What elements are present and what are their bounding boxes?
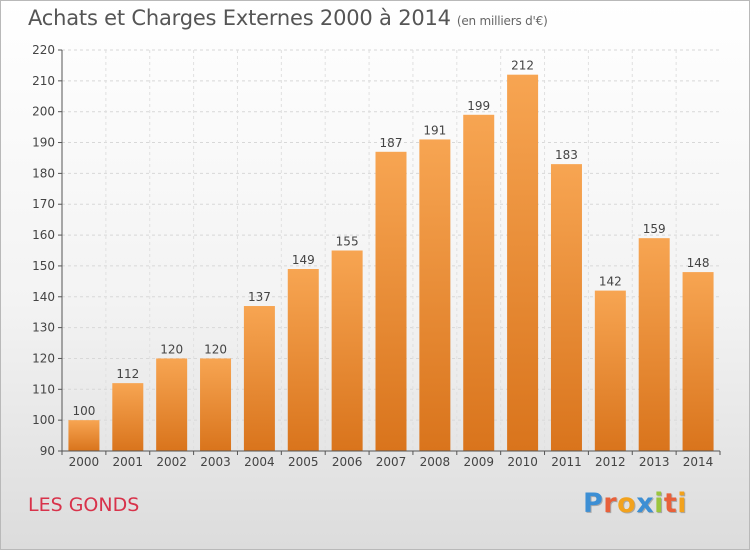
x-tick-label: 2003 xyxy=(200,455,231,469)
bar-value-label: 120 xyxy=(204,342,227,356)
y-tick-label: 220 xyxy=(32,43,55,57)
axes xyxy=(58,49,721,455)
bar xyxy=(375,151,407,452)
bar xyxy=(419,139,451,451)
bar-value-label: 187 xyxy=(380,136,403,150)
bar-value-label: 199 xyxy=(467,99,490,113)
logo-letter: x xyxy=(636,488,655,519)
bar xyxy=(550,164,582,451)
labels: 90 100 110 120 130 140 150 160 170 180 190 200 210 22… xyxy=(32,43,713,469)
y-tick-label: 160 xyxy=(32,228,55,242)
bar xyxy=(287,269,319,451)
bar xyxy=(682,272,714,451)
bar-value-label: 142 xyxy=(599,275,622,289)
y-tick-label: 150 xyxy=(32,259,55,273)
logo-letter: i xyxy=(654,488,664,519)
bar-value-label: 100 xyxy=(72,404,95,418)
y-tick-label: 130 xyxy=(32,321,55,335)
bar xyxy=(507,74,539,451)
bar-value-label: 212 xyxy=(511,59,534,73)
bar-value-label: 148 xyxy=(687,256,710,270)
bar xyxy=(112,383,144,451)
x-tick-label: 2002 xyxy=(156,455,187,469)
x-tick-label: 2005 xyxy=(288,455,319,469)
y-tick-label: 100 xyxy=(32,413,55,427)
bar xyxy=(463,114,495,452)
x-tick-label: 2013 xyxy=(639,455,670,469)
y-tick-label: 200 xyxy=(32,105,55,119)
x-tick-label: 2000 xyxy=(69,455,100,469)
bar xyxy=(638,238,670,451)
x-tick-label: 2006 xyxy=(332,455,363,469)
chart-title: Achats et Charges Externes 2000 à 2014 (e… xyxy=(28,6,548,30)
chart-title-text: Achats et Charges Externes 2000 à 2014 xyxy=(28,6,451,30)
bar xyxy=(331,250,363,451)
proxiti-logo[interactable]: Proxiti xyxy=(583,488,687,519)
y-tick-label: 170 xyxy=(32,197,55,211)
y-tick-label: 110 xyxy=(32,382,55,396)
bar-value-label: 159 xyxy=(643,222,666,236)
bar-value-label: 137 xyxy=(248,290,271,304)
bar xyxy=(156,358,188,451)
bar-value-label: 112 xyxy=(116,367,139,381)
x-tick-label: 2004 xyxy=(244,455,275,469)
bar-value-label: 191 xyxy=(423,123,446,137)
x-tick-label: 2009 xyxy=(463,455,494,469)
x-tick-label: 2001 xyxy=(113,455,144,469)
logo-letter: o xyxy=(617,488,637,519)
y-tick-label: 180 xyxy=(32,166,55,180)
x-tick-label: 2014 xyxy=(683,455,714,469)
y-tick-label: 90 xyxy=(40,444,55,458)
logo-letter: i xyxy=(677,488,688,519)
place-name: LES GONDS xyxy=(28,494,140,516)
bar-value-label: 120 xyxy=(160,342,183,356)
bar xyxy=(594,290,626,451)
bar-value-label: 149 xyxy=(292,253,315,267)
x-tick-label: 2010 xyxy=(507,455,538,469)
y-tick-label: 210 xyxy=(32,74,55,88)
bar xyxy=(68,420,100,451)
bar-value-label: 155 xyxy=(336,235,359,249)
bar xyxy=(243,306,275,451)
x-tick-label: 2011 xyxy=(551,455,582,469)
x-tick-label: 2007 xyxy=(376,455,407,469)
logo-letter: t xyxy=(663,488,678,519)
bars xyxy=(68,74,714,452)
logo-letter: P xyxy=(583,488,604,519)
y-tick-label: 190 xyxy=(32,136,55,150)
chart-unit: (en milliers d'€) xyxy=(456,14,548,28)
logo-letter: r xyxy=(603,488,618,519)
y-tick-label: 140 xyxy=(32,290,55,304)
bar-value-label: 183 xyxy=(555,148,578,162)
x-tick-label: 2012 xyxy=(595,455,626,469)
x-tick-label: 2008 xyxy=(420,455,451,469)
bar xyxy=(200,358,232,451)
y-tick-label: 120 xyxy=(32,351,55,365)
